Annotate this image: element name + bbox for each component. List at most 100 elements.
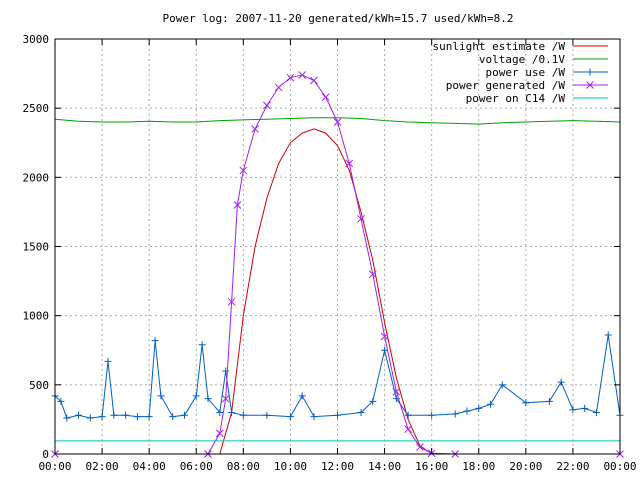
plus-marker bbox=[122, 411, 130, 419]
plus-marker bbox=[381, 346, 389, 354]
x-tick-label: 04:00 bbox=[133, 460, 166, 473]
plus-marker bbox=[75, 411, 83, 419]
cross-marker bbox=[251, 125, 259, 133]
x-tick-label: 16:00 bbox=[415, 460, 448, 473]
plus-marker bbox=[57, 397, 65, 405]
cross-marker bbox=[321, 93, 330, 101]
plus-marker bbox=[204, 395, 212, 403]
y-tick-label: 500 bbox=[29, 379, 49, 392]
plus-marker bbox=[592, 409, 600, 416]
cross-marker bbox=[263, 101, 271, 110]
series-line bbox=[54, 117, 621, 125]
plus-marker bbox=[104, 357, 112, 365]
plus-marker bbox=[198, 341, 206, 349]
y-tick-label: 2500 bbox=[23, 102, 50, 115]
x-tick-label: 02:00 bbox=[86, 460, 119, 473]
chart-title: Power log: 2007-11-20 generated/kWh=15.7… bbox=[163, 12, 514, 25]
plus-marker bbox=[545, 397, 553, 405]
plus-marker bbox=[228, 409, 236, 416]
plus-marker bbox=[428, 411, 436, 419]
grid-lines bbox=[55, 39, 620, 454]
plus-marker bbox=[298, 392, 306, 400]
plus-marker bbox=[404, 411, 412, 419]
y-tick-label: 0 bbox=[42, 448, 49, 461]
x-tick-label: 18:00 bbox=[462, 460, 495, 473]
series-line bbox=[219, 128, 432, 455]
plus-marker bbox=[604, 331, 612, 339]
y-axis-ticks: 0 500 1000 1500 2000 2500 3000 bbox=[23, 33, 620, 461]
cross-marker bbox=[380, 332, 389, 341]
plus-marker bbox=[216, 409, 224, 416]
legend-label: voltage /0.1V bbox=[479, 53, 565, 66]
plus-marker bbox=[586, 68, 594, 76]
cross-marker bbox=[298, 71, 307, 79]
plus-marker bbox=[286, 413, 294, 421]
plus-marker bbox=[310, 413, 318, 421]
plus-marker bbox=[133, 413, 141, 421]
y-tick-label: 1500 bbox=[23, 241, 50, 254]
plus-marker bbox=[451, 410, 459, 418]
legend-label: power generated /W bbox=[446, 79, 566, 92]
plus-marker bbox=[569, 406, 577, 414]
cross-marker bbox=[227, 297, 236, 306]
plus-marker bbox=[498, 381, 506, 389]
cross-marker bbox=[333, 118, 342, 126]
x-tick-label: 00:00 bbox=[603, 460, 636, 473]
plus-marker bbox=[369, 397, 377, 405]
legend-label: sunlight estimate /W bbox=[433, 40, 566, 53]
plus-marker bbox=[222, 367, 230, 375]
legend-label: power on C14 /W bbox=[466, 92, 566, 105]
plus-marker bbox=[557, 378, 565, 386]
y-tick-label: 3000 bbox=[23, 33, 50, 46]
plus-marker bbox=[86, 414, 94, 422]
plus-marker bbox=[180, 411, 188, 419]
plus-marker bbox=[63, 414, 71, 422]
cross-marker bbox=[368, 270, 377, 279]
series-layer bbox=[51, 71, 624, 458]
x-tick-label: 10:00 bbox=[274, 460, 307, 473]
plus-marker bbox=[151, 337, 159, 345]
series-line bbox=[54, 334, 621, 419]
plus-marker bbox=[239, 411, 247, 419]
plus-marker bbox=[263, 411, 271, 419]
cross-marker bbox=[239, 166, 248, 175]
plus-marker bbox=[581, 404, 589, 412]
series-voltage-0-1v bbox=[54, 117, 621, 125]
cross-marker bbox=[345, 159, 354, 168]
cross-marker bbox=[274, 83, 283, 92]
x-axis-ticks: 00:00 02:00 04:00 06:00 08:00 10:00 12:00 14:00… bbox=[38, 39, 637, 473]
cross-marker bbox=[392, 387, 401, 396]
x-tick-label: 22:00 bbox=[556, 460, 589, 473]
plus-marker bbox=[475, 404, 483, 412]
plus-marker bbox=[487, 400, 495, 408]
y-tick-label: 1000 bbox=[23, 310, 50, 323]
plus-marker bbox=[145, 413, 153, 421]
cross-marker bbox=[357, 214, 365, 223]
x-tick-label: 06:00 bbox=[180, 460, 213, 473]
series-power-generated-w bbox=[51, 71, 624, 458]
plus-marker bbox=[192, 392, 200, 400]
plus-marker bbox=[157, 392, 165, 400]
series-power-use-w bbox=[51, 331, 624, 422]
cross-marker bbox=[416, 443, 424, 451]
plus-marker bbox=[169, 413, 177, 421]
plus-marker bbox=[522, 399, 530, 407]
series-sunlight-estimate-w bbox=[219, 128, 432, 455]
cross-marker bbox=[221, 394, 230, 403]
x-tick-label: 14:00 bbox=[368, 460, 401, 473]
plus-marker bbox=[463, 407, 471, 415]
cross-marker bbox=[404, 425, 412, 433]
legend-label: power use /W bbox=[486, 66, 566, 79]
x-tick-label: 08:00 bbox=[227, 460, 260, 473]
cross-marker bbox=[233, 201, 242, 209]
plus-marker bbox=[98, 413, 106, 421]
cross-marker bbox=[286, 73, 295, 82]
y-tick-label: 2000 bbox=[23, 171, 50, 184]
cross-marker bbox=[310, 76, 318, 85]
plus-marker bbox=[110, 411, 118, 419]
x-tick-label: 12:00 bbox=[321, 460, 354, 473]
cross-marker bbox=[586, 81, 594, 89]
plus-marker bbox=[334, 411, 341, 419]
